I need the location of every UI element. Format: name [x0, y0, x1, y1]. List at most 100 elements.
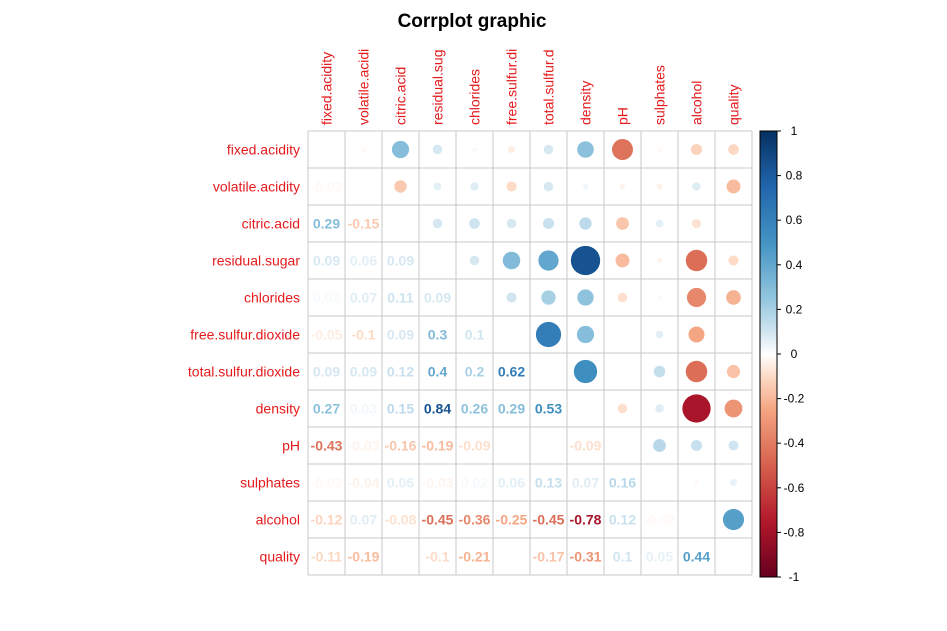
grid-layer — [307, 130, 753, 576]
legend-tick-label: -0.2 — [784, 392, 805, 406]
corr-circle — [619, 183, 626, 190]
corr-circle — [692, 182, 701, 191]
column-label: residual.sug — [430, 50, 446, 126]
corr-number: -0.12 — [311, 512, 343, 528]
legend-tick-label: 0.6 — [786, 213, 803, 227]
column-label: chlorides — [467, 69, 483, 125]
corr-circle — [502, 251, 521, 270]
corr-number: 0.09 — [313, 364, 340, 380]
corr-number: -0.19 — [348, 549, 380, 565]
corr-number: -0.45 — [533, 512, 565, 528]
corr-number: 0.07 — [572, 475, 599, 491]
corr-number: 0.07 — [350, 512, 377, 528]
legend-tick-label: 1 — [791, 124, 798, 138]
corr-number: -0.11 — [311, 549, 342, 565]
corr-circle — [506, 181, 517, 192]
corr-circle — [691, 218, 702, 229]
corr-circle — [688, 326, 705, 343]
corr-number: 0.29 — [313, 216, 340, 232]
corr-number: 0.06 — [387, 475, 414, 491]
corr-circle — [472, 147, 477, 152]
corr-circle — [470, 182, 479, 191]
corr-circle — [729, 478, 738, 487]
corr-circle — [685, 360, 708, 383]
corr-number: 0.27 — [313, 401, 340, 417]
row-label: volatile.acidity — [213, 179, 300, 195]
number-layer: -0.02 0.29 -0.15 0.09 0.06 0.09 0.02 0.07 0.11 0.… — [311, 179, 711, 565]
corr-circle — [615, 253, 630, 268]
corr-number: 0.02 — [313, 290, 340, 306]
corr-circle — [690, 143, 703, 156]
corr-number: 0.1 — [465, 327, 485, 343]
corr-circle — [728, 255, 739, 266]
corr-number: -0.17 — [533, 549, 565, 565]
corr-number: -0.08 — [385, 512, 417, 528]
corr-number: 0.2 — [465, 364, 485, 380]
corr-circle — [538, 250, 559, 271]
circle-layer — [361, 139, 745, 531]
corr-circle — [726, 179, 741, 194]
corr-circle — [656, 183, 663, 190]
corr-number: 0.05 — [646, 549, 673, 565]
corr-number: 0.02 — [461, 475, 488, 491]
corr-number: 0.16 — [609, 475, 636, 491]
corr-circle — [570, 245, 601, 276]
corr-number: -0.15 — [348, 216, 380, 232]
corr-number: 0.4 — [428, 364, 448, 380]
chart-title: Corrplot graphic — [398, 11, 547, 32]
legend-tick-label: -0.8 — [784, 525, 805, 539]
row-label: quality — [260, 549, 300, 565]
corr-circle — [655, 330, 664, 339]
corr-circle — [653, 439, 666, 452]
legend-tick-label: 0.2 — [786, 302, 803, 316]
column-label: fixed.acidity — [319, 52, 335, 125]
legend-tick-label: 0.8 — [786, 169, 803, 183]
corr-number: 0.84 — [424, 401, 451, 417]
corr-circle — [656, 257, 663, 264]
corr-circle — [577, 141, 594, 158]
corr-number: 0.26 — [461, 401, 488, 417]
corr-circle — [655, 404, 664, 413]
corr-circle — [617, 403, 628, 414]
corr-circle — [686, 287, 707, 308]
corr-number: 0.53 — [535, 401, 562, 417]
row-label: free.sulfur.dioxide — [190, 327, 300, 343]
column-label: free.sulfur.di — [504, 49, 520, 125]
corr-number: 0.09 — [313, 253, 340, 269]
row-label: alcohol — [256, 512, 300, 528]
corr-number: 0.15 — [387, 401, 414, 417]
corr-circle — [728, 144, 739, 155]
corr-circle — [726, 290, 741, 305]
corr-circle — [576, 325, 595, 344]
corr-number: -0.16 — [385, 438, 417, 454]
corr-circle — [394, 180, 407, 193]
row-label: pH — [282, 438, 300, 454]
corr-number: -0.09 — [459, 438, 491, 454]
corr-number: 0.07 — [350, 290, 377, 306]
corr-number: 0.11 — [387, 290, 414, 306]
color-legend: 1 0.8 0.6 0.4 0.2 0 -0.2 -0.4 -0.6 -0.8 -1 — [759, 124, 805, 584]
corr-circle — [682, 394, 711, 423]
row-label: total.sulfur.dioxide — [188, 364, 300, 380]
corr-number: 0.12 — [609, 512, 636, 528]
column-label: volatile.acidi — [356, 49, 372, 125]
row-label: sulphates — [240, 475, 300, 491]
corr-circle — [469, 218, 480, 229]
corr-number: -0.25 — [496, 512, 528, 528]
corr-circle — [685, 249, 708, 272]
legend-colorbar — [759, 130, 778, 578]
corr-number: 0.1 — [613, 549, 633, 565]
corr-number: 0.12 — [387, 364, 414, 380]
column-label: citric.acid — [393, 67, 409, 125]
corr-circle — [690, 439, 703, 452]
corr-number: -0.78 — [570, 512, 602, 528]
corr-number: 0.29 — [498, 401, 525, 417]
corr-number: 0.09 — [350, 364, 377, 380]
corr-circle — [657, 295, 662, 300]
corr-number: 0.62 — [498, 364, 525, 380]
corr-number: 0.44 — [683, 549, 710, 565]
row-label: fixed.acidity — [227, 142, 300, 158]
corr-circle — [507, 145, 516, 154]
corr-circle — [433, 182, 442, 191]
